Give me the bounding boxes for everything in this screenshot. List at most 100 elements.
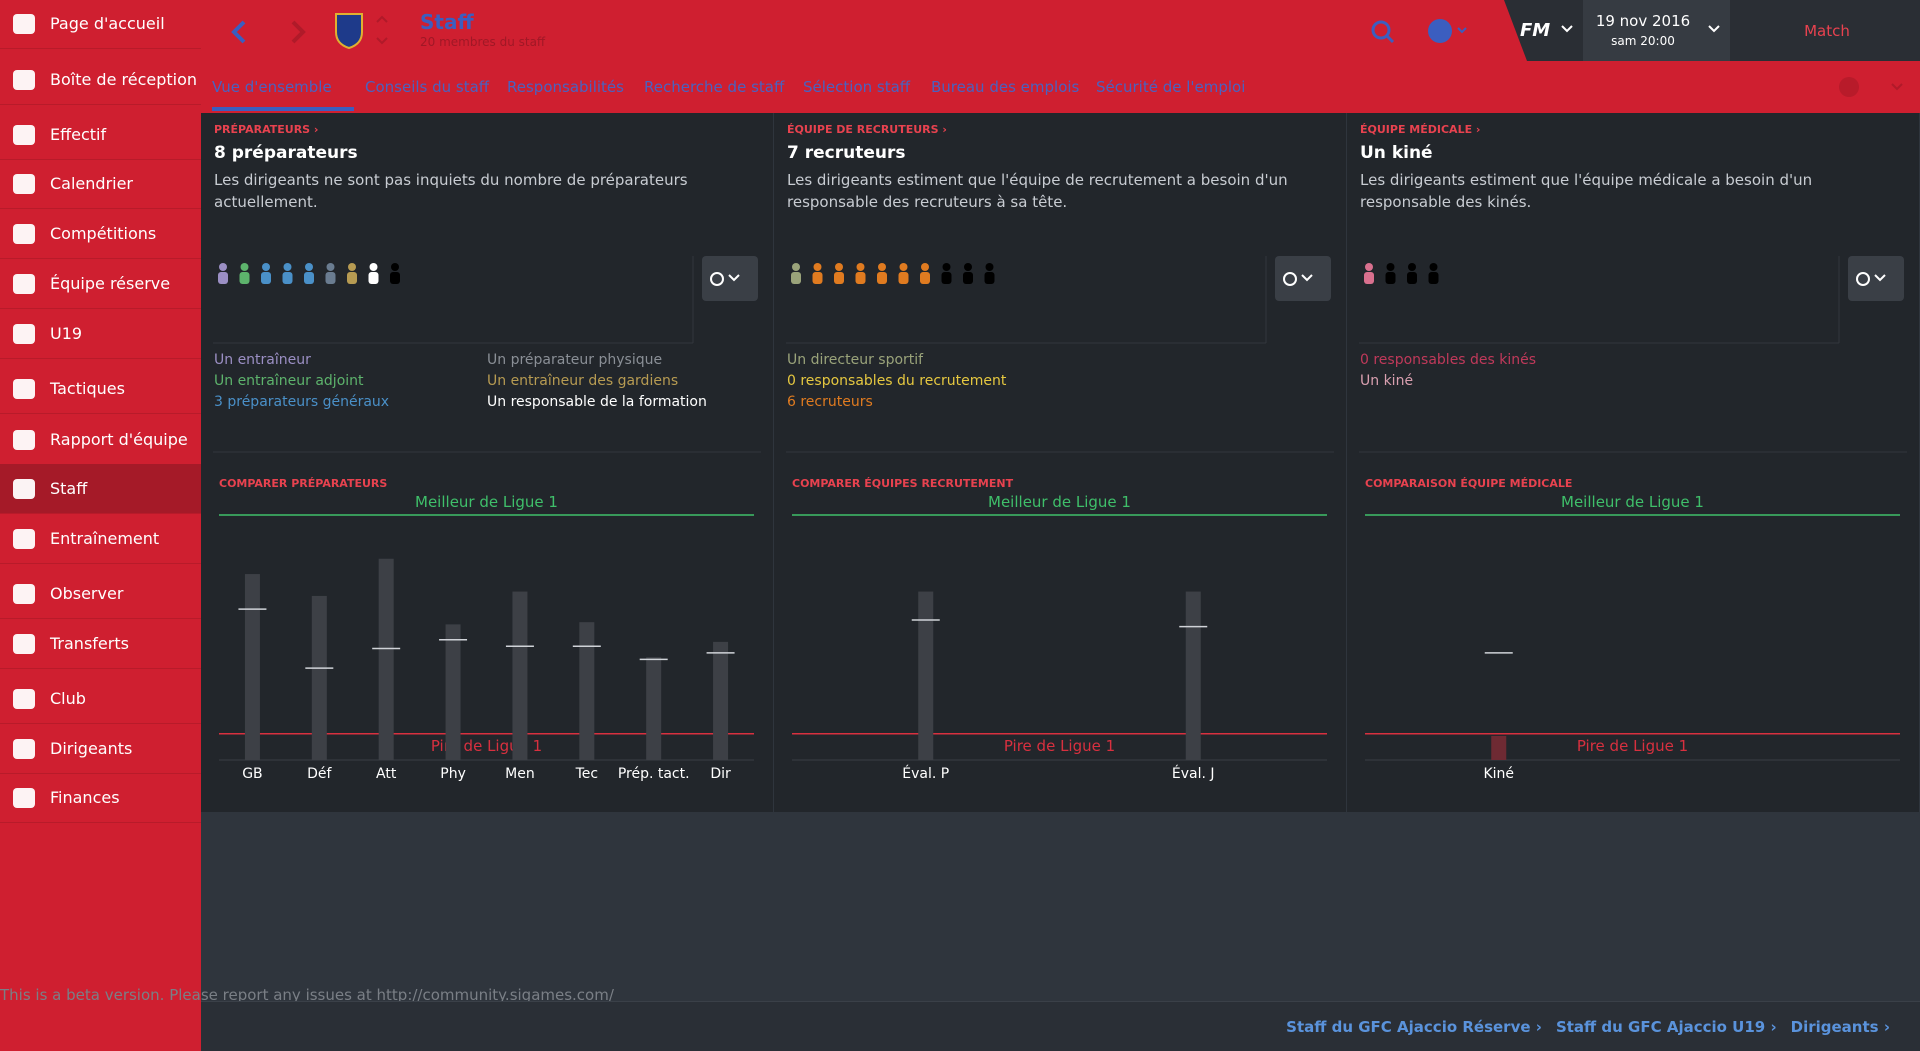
nav-item[interactable]: Compétitions — [0, 209, 201, 259]
nav-item[interactable]: Entraînement — [0, 514, 201, 564]
club-badge — [335, 13, 363, 50]
nav-label: U19 — [50, 324, 83, 343]
reference-label: Pire de Ligue 1 — [1577, 737, 1688, 755]
settings-icon[interactable] — [1839, 77, 1859, 97]
role: 6 recruteurs — [787, 394, 873, 410]
dropdown-chevron — [1301, 274, 1313, 282]
nav-label: Compétitions — [50, 224, 157, 243]
section-link[interactable]: ÉQUIPE DE RECRUTEURS — [787, 123, 947, 136]
category-label: Prép. tact. — [618, 766, 690, 782]
section-link[interactable]: PRÉPARATEURS — [214, 123, 318, 136]
nav-item[interactable]: Page d'accueil — [0, 0, 201, 49]
compare-title: COMPARER PRÉPARATEURS — [219, 477, 388, 490]
footer-link[interactable]: Staff du GFC Ajaccio U19 — [1556, 1018, 1777, 1036]
nav-icon — [13, 69, 35, 90]
nav-icon — [13, 378, 35, 399]
tab[interactable]: Recherche de staff — [644, 78, 785, 96]
staff-icon — [1407, 272, 1417, 284]
tab[interactable]: Responsabilités — [507, 78, 624, 96]
nav-icon — [13, 633, 35, 654]
globe-icon[interactable] — [1428, 19, 1452, 43]
staff-icon — [1385, 272, 1396, 284]
staff-icon — [920, 272, 930, 284]
nav-icon — [13, 173, 35, 194]
nav-item[interactable]: Transferts — [0, 619, 201, 669]
nav-icon — [13, 787, 35, 808]
nav-icon — [13, 13, 35, 34]
nav-item[interactable]: Staff — [0, 464, 201, 514]
footer-link[interactable]: Staff du GFC Ajaccio Réserve — [1286, 1018, 1542, 1036]
staff-icon — [941, 272, 952, 284]
staff-icon — [984, 272, 995, 284]
staff-icon — [877, 272, 887, 284]
nav-item[interactable]: Boîte de réception — [0, 55, 201, 105]
nav-label: Effectif — [50, 125, 107, 144]
footer-links: Staff du GFC Ajaccio Réserve Staff du GFC… — [1272, 1018, 1890, 1036]
fm-logo[interactable]: FM — [1520, 20, 1551, 41]
staff-icon — [791, 272, 801, 284]
nav-item[interactable]: Observer — [0, 569, 201, 619]
bar — [579, 622, 595, 760]
panel-description: Les dirigeants estiment que l'équipe de … — [787, 171, 1288, 211]
nav-label: Calendrier — [50, 174, 134, 193]
section-link[interactable]: ÉQUIPE MÉDICALE — [1360, 123, 1480, 136]
nav-item[interactable]: Finances — [0, 773, 201, 823]
staff-icon — [985, 263, 994, 271]
bar — [378, 558, 394, 760]
sidebar: Page d'accueil Boîte de réception Effectif… — [0, 0, 201, 1051]
staff-icon — [1364, 272, 1374, 284]
date-block[interactable] — [1583, 0, 1730, 61]
bar — [512, 591, 528, 760]
match-button[interactable]: Match — [1804, 22, 1850, 40]
role-dropdown[interactable] — [702, 256, 758, 301]
footer-link[interactable]: Dirigeants — [1791, 1018, 1890, 1036]
staff-icon — [282, 272, 293, 284]
back-button[interactable] — [231, 20, 246, 44]
compare-title: COMPARAISON ÉQUIPE MÉDICALE — [1365, 477, 1573, 490]
staff-icon — [391, 263, 399, 271]
staff-icon — [813, 263, 822, 271]
reference-label: Meilleur de Ligue 1 — [988, 493, 1131, 511]
tab[interactable]: Conseils du staff — [365, 78, 490, 96]
staff-icon — [305, 263, 313, 271]
staff-icon — [835, 263, 843, 271]
dropdown-chevron — [728, 274, 740, 282]
staff-icon — [219, 263, 227, 271]
role: Un entraîneur — [214, 352, 311, 368]
nav-label: Page d'accueil — [50, 14, 165, 33]
staff-icon — [1429, 263, 1438, 271]
staff-icon — [240, 263, 249, 271]
date: 19 nov 2016 — [1595, 12, 1691, 30]
nav-item[interactable]: Tactiques — [0, 364, 201, 414]
nav-label: Transferts — [50, 634, 129, 653]
tab[interactable]: Vue d'ensemble — [212, 78, 332, 96]
search-icon[interactable] — [1371, 20, 1391, 40]
nav-item[interactable]: Calendrier — [0, 159, 201, 209]
staff-icon — [855, 272, 866, 284]
staff-icon — [347, 272, 357, 284]
panel-title: 8 préparateurs — [214, 143, 358, 163]
staff-icon — [304, 272, 314, 284]
tab[interactable]: Bureau des emplois — [931, 78, 1080, 96]
nav-item[interactable]: Rapport d'équipe — [0, 415, 201, 465]
tab[interactable]: Sécurité de l'emploi — [1096, 78, 1246, 96]
staff-icon — [899, 263, 908, 271]
club-switch[interactable] — [376, 15, 388, 45]
nav-item[interactable]: Club — [0, 674, 201, 724]
nav-icon — [13, 323, 35, 344]
panel-title: Un kiné — [1360, 143, 1433, 163]
forward-button[interactable] — [291, 20, 306, 44]
staff-icon — [942, 263, 951, 271]
bar — [311, 595, 327, 760]
nav-item[interactable]: Dirigeants — [0, 724, 201, 774]
role-dropdown[interactable] — [1848, 256, 1904, 301]
nav-item[interactable]: Équipe réserve — [0, 259, 201, 309]
staff-icon — [964, 263, 972, 271]
role-dropdown[interactable] — [1275, 256, 1331, 301]
nav-icon — [13, 429, 35, 450]
tab[interactable]: Sélection staff — [803, 78, 911, 96]
nav-item[interactable]: Effectif — [0, 110, 201, 160]
nav-item[interactable]: U19 — [0, 309, 201, 359]
nav-label: Staff — [50, 479, 88, 498]
